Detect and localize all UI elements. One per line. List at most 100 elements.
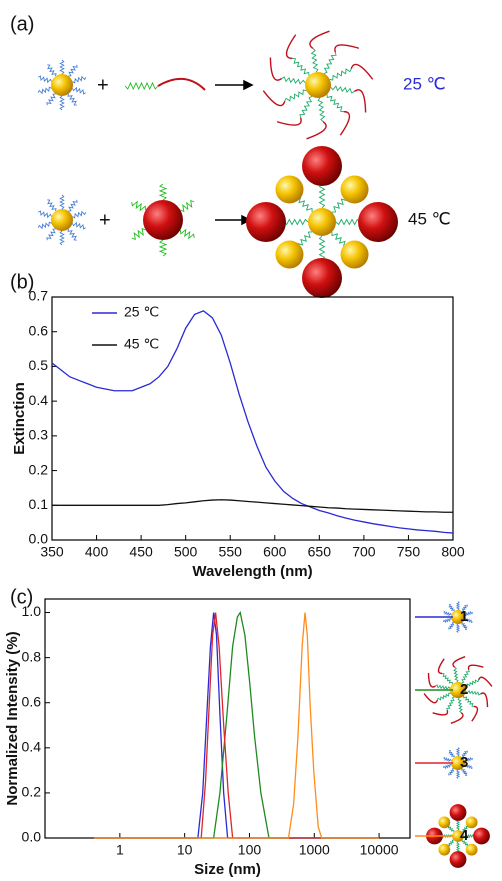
- ligand: [284, 220, 308, 225]
- ligand: [60, 96, 64, 110]
- ligand: [68, 200, 77, 211]
- ligand: [318, 98, 324, 122]
- data-line: [94, 613, 379, 838]
- y-tick-label: 0.7: [29, 288, 49, 304]
- y-tick-label: 0.6: [29, 322, 49, 338]
- ligand: [180, 201, 194, 212]
- nanoparticle: [450, 851, 467, 868]
- temperature-label: 25 ℃: [403, 74, 446, 93]
- ligand: [72, 212, 85, 218]
- ligand: [449, 605, 454, 612]
- ligand: [320, 236, 325, 260]
- x-tick-label: 10: [177, 842, 193, 858]
- nanoparticle: [341, 241, 369, 269]
- arrow: [215, 81, 252, 224]
- ligand-tail: [270, 57, 281, 80]
- ligand: [449, 769, 454, 776]
- x-tick-label: 1000: [299, 842, 330, 858]
- ligand: [443, 758, 451, 762]
- ligand: [457, 820, 459, 830]
- x-tick-label: 1: [116, 842, 124, 858]
- ligand: [68, 94, 77, 105]
- legend-label: 2: [460, 681, 468, 698]
- ligand: [312, 48, 318, 72]
- ligand: [457, 748, 459, 756]
- nanoparticle: [341, 175, 369, 203]
- ligand-tail: [340, 112, 349, 136]
- panel-label: (a): [10, 13, 34, 35]
- nanoparticle: [275, 175, 303, 203]
- ligand: [68, 65, 77, 76]
- ligand-tail: [451, 713, 463, 724]
- nanoparticle: [450, 804, 467, 821]
- ligand: [336, 220, 360, 225]
- ligand: [47, 65, 56, 76]
- legend-label: 4: [460, 827, 469, 844]
- x-axis-label: Size (nm): [194, 861, 261, 878]
- ligand: [442, 673, 452, 684]
- ligand: [443, 618, 451, 622]
- plot-frame: [52, 297, 453, 540]
- x-tick-label: 400: [85, 544, 109, 560]
- ligand: [38, 76, 51, 82]
- y-tick-label: 0.2: [22, 784, 42, 800]
- ligand-tail: [438, 659, 444, 674]
- ligand-tail: [472, 707, 478, 722]
- ligand: [68, 229, 77, 240]
- nanoparticle: [466, 844, 478, 856]
- y-tick-label: 0.0: [22, 829, 42, 845]
- ligand-tail: [479, 677, 492, 686]
- nanoparticle: [358, 202, 398, 242]
- y-axis-label: Normalized Intensity (%): [4, 631, 21, 805]
- ligand: [447, 697, 454, 710]
- y-tick-label: 0.5: [29, 357, 49, 373]
- ligand: [449, 751, 454, 758]
- ligand: [160, 240, 166, 256]
- ligand: [47, 94, 56, 105]
- ligand-tail: [428, 673, 435, 687]
- nanoparticle: [51, 74, 73, 96]
- x-tick-label: 700: [352, 544, 376, 560]
- ligand: [458, 698, 462, 713]
- ligand: [72, 88, 85, 94]
- ligand-tail: [351, 64, 372, 79]
- figure: (a) (b) (c) + + 25 ℃ 45 ℃ 35040045050055…: [0, 0, 502, 881]
- nanoparticle: [302, 258, 342, 298]
- ligand: [60, 60, 64, 74]
- legend-label: 3: [460, 754, 468, 771]
- ligand: [60, 231, 64, 245]
- nanoparticle: [438, 844, 450, 856]
- data-line: [52, 500, 453, 512]
- ligand-tail: [310, 31, 330, 48]
- ligand: [457, 624, 459, 632]
- data-line: [52, 311, 453, 533]
- x-tick-label: 550: [219, 544, 243, 560]
- nanoparticle: [305, 72, 331, 98]
- ligand: [320, 184, 325, 208]
- ligand: [435, 685, 450, 689]
- ligand: [160, 184, 166, 200]
- plot-frame: [45, 599, 410, 838]
- ligand-tail: [424, 694, 437, 703]
- y-tick-label: 0.0: [29, 531, 49, 547]
- y-tick-label: 0.6: [22, 693, 42, 709]
- ligand-tail: [468, 665, 483, 670]
- y-axis-label: Extinction: [11, 382, 28, 455]
- x-tick-label: 750: [397, 544, 421, 560]
- ligand: [327, 94, 344, 111]
- ligand: [72, 223, 85, 229]
- x-tick-label: 10000: [360, 842, 399, 858]
- ligand: [454, 667, 458, 682]
- ligand: [457, 770, 459, 778]
- y-tick-label: 0.1: [29, 496, 49, 512]
- x-tick-label: 100: [238, 842, 262, 858]
- x-tick-label: 800: [441, 544, 465, 560]
- page: (a) (b) (c) + + 25 ℃ 45 ℃ 35040045050055…: [0, 0, 502, 881]
- ligand: [38, 87, 51, 93]
- y-tick-label: 0.4: [29, 392, 49, 408]
- nanoparticle: [246, 202, 286, 242]
- ligand: [437, 693, 450, 700]
- nanoparticle: [302, 146, 342, 186]
- ligand: [457, 842, 459, 852]
- data-line: [94, 613, 379, 838]
